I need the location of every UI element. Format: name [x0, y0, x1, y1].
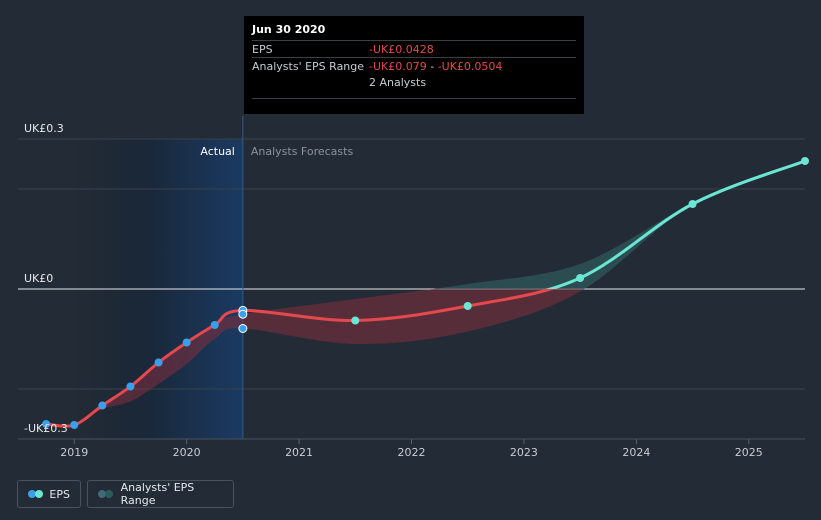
x-tick-label: 2024	[622, 446, 650, 459]
range-point	[238, 324, 248, 333]
eps-point	[210, 321, 219, 329]
eps-point	[154, 358, 163, 367]
eps-point	[182, 338, 191, 347]
eps-legend-icon	[28, 490, 43, 498]
tooltip-range-separator: -	[426, 59, 438, 73]
range-point	[238, 309, 248, 319]
x-tick-label: 2022	[398, 446, 426, 459]
tooltip-date: Jun 30 2020	[252, 23, 326, 36]
tooltip-range-high: -UK£0.0504	[437, 59, 503, 73]
y-tick-label: -UK£0.3	[24, 422, 68, 435]
eps-point	[688, 200, 697, 208]
eps-point	[42, 420, 51, 428]
eps-point	[576, 274, 585, 282]
eps-point	[801, 157, 809, 165]
tooltip-eps-value: -UK£0.0428	[369, 42, 434, 56]
tooltip-analyst-count: 2 Analysts	[369, 75, 427, 89]
eps-line-positive	[544, 159, 806, 289]
legend-eps-label: EPS	[49, 487, 70, 501]
eps-point	[70, 421, 79, 429]
eps-point	[463, 302, 472, 310]
x-axis-labels: 2019 2020 2021 2022 2023 2024 2025	[18, 438, 805, 459]
eps-point	[351, 316, 360, 325]
legend-range-toggle[interactable]: Analysts' EPS Range	[87, 480, 234, 508]
tooltip-range-label: Analysts' EPS Range	[252, 59, 365, 73]
eps-point	[98, 401, 107, 410]
eps-line-negative	[45, 289, 556, 428]
x-tick-label: 2019	[60, 446, 88, 459]
eps-points	[42, 157, 809, 429]
actual-region-label: Actual	[200, 145, 234, 158]
tooltip-eps-label: EPS	[252, 42, 273, 56]
range-band-negative	[46, 289, 585, 427]
forecast-region-label: Analysts Forecasts	[251, 145, 354, 158]
legend-eps-toggle[interactable]: EPS	[17, 480, 81, 508]
y-axis-labels: UK£0.3 UK£0 -UK£0.3	[24, 122, 68, 435]
range-legend-icon	[98, 490, 113, 498]
y-tick-label: UK£0.3	[24, 122, 64, 135]
eps-line	[45, 159, 806, 428]
legend-range-label: Analysts' EPS Range	[120, 481, 195, 507]
x-tick-label: 2023	[510, 446, 538, 459]
tooltip-range-low: -UK£0.079	[369, 59, 427, 73]
eps-point	[126, 382, 135, 391]
x-tick-label: 2021	[285, 446, 313, 459]
x-tick-label: 2020	[173, 446, 201, 459]
y-tick-label: UK£0	[24, 272, 53, 285]
eps-tooltip: Jun 30 2020 EPS -UK£0.0428 Analysts' EPS…	[244, 16, 584, 114]
x-tick-label: 2025	[735, 446, 763, 459]
